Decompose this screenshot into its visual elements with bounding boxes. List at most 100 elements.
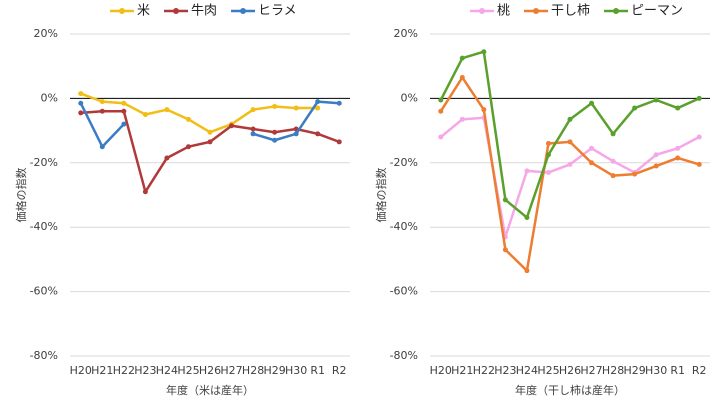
point-marker	[438, 97, 444, 103]
point-marker	[632, 105, 638, 111]
point-marker	[567, 116, 573, 122]
y-axis-label: 価格の指数	[374, 168, 388, 223]
point-marker	[121, 121, 127, 127]
point-marker	[438, 134, 444, 140]
x-tick-label: H20	[70, 364, 92, 377]
point-marker	[272, 103, 278, 109]
point-marker	[99, 99, 105, 105]
point-marker	[207, 139, 213, 145]
point-marker	[185, 144, 191, 150]
chart-panel: 20%0%-20%-40%-60%-80%H20 H21 H22 H23 H24 H25 H…	[14, 4, 350, 397]
point-marker	[164, 155, 170, 161]
line-series	[439, 116, 700, 239]
point-marker	[589, 145, 595, 151]
point-marker	[315, 99, 321, 105]
point-marker	[675, 105, 681, 111]
point-marker	[545, 169, 551, 175]
point-marker	[459, 116, 465, 122]
x-tick-label: H27	[580, 364, 602, 377]
x-tick-label: H27	[220, 364, 242, 377]
line-series	[439, 50, 700, 219]
x-tick-label: H25	[177, 364, 199, 377]
point-marker	[589, 160, 595, 166]
legend: 米 牛肉 ヒラメ	[110, 4, 297, 19]
legend-marker	[240, 8, 247, 14]
line-series	[439, 76, 700, 272]
x-axis-label: 年度（干し柿は産年）	[515, 383, 625, 397]
x-tick-label: H22	[113, 364, 135, 377]
x-tick-label: H25	[537, 364, 559, 377]
legend-label: 米	[137, 4, 150, 19]
point-marker	[272, 137, 278, 143]
point-marker	[610, 131, 616, 137]
chart-panel: 20%0%-20%-40%-60%-80%H20 H21 H22 H23 H24 H25 H…	[374, 3, 710, 397]
point-marker	[293, 131, 299, 137]
point-marker	[589, 100, 595, 106]
x-tick-label: H23	[134, 364, 156, 377]
point-marker	[293, 105, 299, 111]
point-marker	[610, 158, 616, 164]
point-marker	[78, 100, 84, 106]
x-tick-label: H24	[156, 364, 178, 377]
point-marker	[272, 129, 278, 135]
point-marker	[675, 145, 681, 151]
point-marker	[185, 116, 191, 122]
x-tick-label: H21	[91, 364, 113, 377]
x-tick-label: H29	[623, 364, 645, 377]
y-tick-label: -20%	[30, 156, 58, 169]
point-marker	[653, 163, 659, 169]
point-marker	[481, 107, 487, 113]
legend-label: ピーマン	[631, 4, 683, 19]
point-marker	[78, 110, 84, 116]
point-marker	[545, 140, 551, 146]
y-tick-label: -60%	[30, 285, 58, 298]
x-axis-label: 年度（米は産年）	[166, 383, 254, 397]
y-tick-label: -20%	[390, 156, 418, 169]
x-tick-label: H21	[451, 364, 473, 377]
point-marker	[502, 247, 508, 253]
point-marker	[545, 152, 551, 158]
y-tick-label: 0%	[401, 91, 418, 104]
point-marker	[250, 126, 256, 132]
point-marker	[99, 144, 105, 150]
y-tick-label: -80%	[390, 349, 418, 362]
point-marker	[481, 49, 487, 55]
x-tick-label: H26	[199, 364, 221, 377]
point-marker	[459, 74, 465, 80]
y-tick-label: 20%	[34, 27, 58, 40]
legend-marker	[173, 8, 180, 14]
x-tick-label: R2	[332, 364, 347, 377]
x-tick-label: R2	[692, 364, 707, 377]
x-tick-label: H28	[602, 364, 624, 377]
legend-marker	[479, 8, 485, 14]
point-marker	[315, 105, 321, 111]
legend-marker	[613, 8, 620, 14]
point-marker	[336, 100, 342, 106]
point-marker	[164, 107, 170, 113]
point-marker	[78, 91, 84, 97]
point-marker	[502, 197, 508, 203]
point-marker	[229, 123, 235, 129]
point-marker	[459, 55, 465, 61]
legend-marker	[119, 8, 125, 14]
x-tick-label: H26	[559, 364, 581, 377]
point-marker	[567, 161, 573, 167]
point-marker	[99, 108, 105, 114]
legend-label: 牛肉	[191, 4, 217, 19]
legend-label: ヒラメ	[258, 4, 297, 19]
y-tick-label: 0%	[41, 91, 58, 104]
x-tick-label: H23	[494, 364, 516, 377]
x-tick-label: H28	[242, 364, 264, 377]
point-marker	[250, 131, 256, 137]
x-tick-label: R1	[670, 364, 685, 377]
point-marker	[696, 95, 702, 101]
x-tick-label: H30	[285, 364, 307, 377]
y-tick-label: -80%	[30, 349, 58, 362]
point-marker	[250, 107, 256, 113]
y-axis-label: 価格の指数	[14, 168, 28, 223]
point-marker	[207, 129, 213, 135]
legend-label: 干し柿	[551, 3, 590, 19]
point-marker	[524, 215, 530, 221]
legend: 桃 干し柿 ピーマン	[470, 3, 683, 19]
